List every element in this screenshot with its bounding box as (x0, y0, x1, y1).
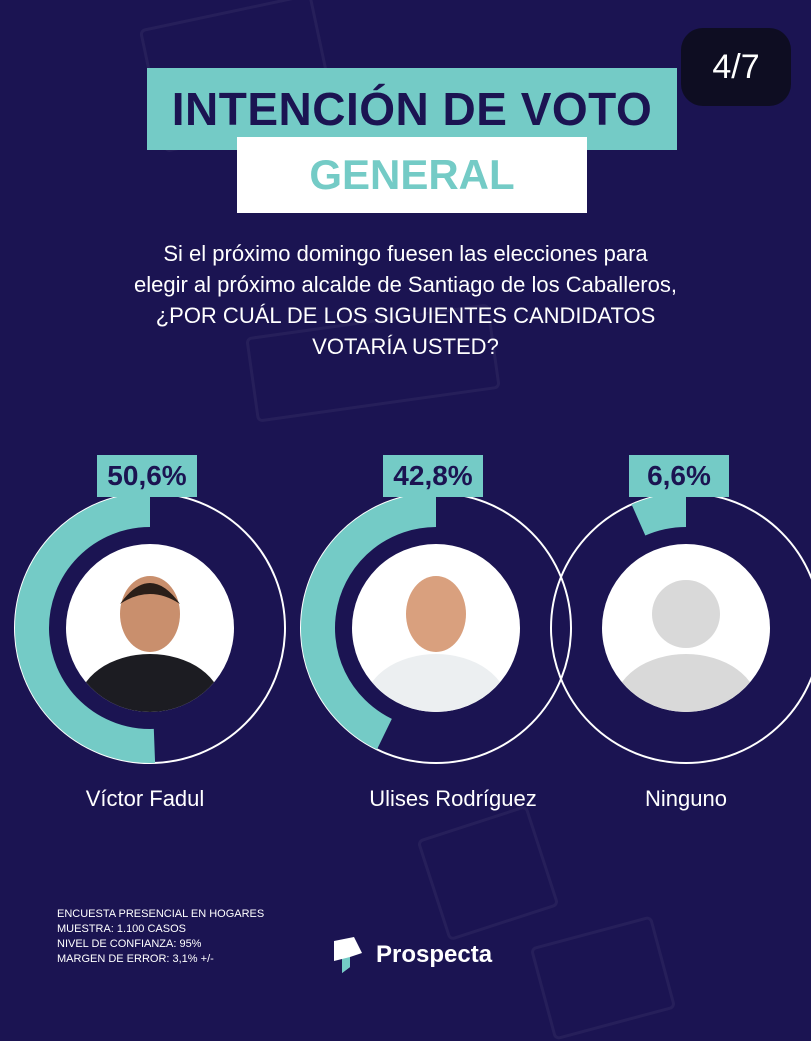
chart-title: INTENCIÓN DE VOTO (171, 83, 653, 135)
category-label-ulises-rodriguez: Ulises Rodríguez (369, 786, 537, 811)
footnote-line: NIVEL DE CONFIANZA: 95% (57, 938, 202, 950)
footnote-line: MUESTRA: 1.100 CASOS (57, 923, 186, 935)
page-indicator-text: 4/7 (712, 47, 760, 86)
person-placeholder-icon (614, 580, 758, 712)
survey-methodology: ENCUESTA PRESENCIAL EN HOGARES MUESTRA: … (57, 907, 264, 967)
candidate-photo-victor-fadul (78, 576, 222, 712)
page-indicator: 4/7 (681, 28, 791, 106)
question-line: VOTARÍA USTED? (312, 334, 499, 359)
question-line: Si el próximo domingo fuesen las eleccio… (163, 241, 648, 266)
value-label-ninguno: 6,6% (629, 455, 729, 497)
brand-name: Prospecta (376, 941, 493, 968)
footnote-line: ENCUESTA PRESENCIAL EN HOGARES (57, 908, 265, 920)
chart-subtitle: GENERAL (309, 151, 515, 198)
footnote-line: MARGEN DE ERROR: 3,1% +/- (57, 953, 214, 965)
category-label-victor-fadul: Víctor Fadul (85, 786, 205, 811)
category-label-ninguno: Ninguno (645, 786, 727, 811)
title-banner: INTENCIÓN DE VOTO (147, 68, 677, 150)
brand-logo: Prospecta (328, 935, 492, 975)
survey-question: Si el próximo domingo fuesen las eleccio… (60, 238, 751, 362)
question-line: ¿POR CUÁL DE LOS SIGUIENTES CANDIDATOS (155, 303, 656, 328)
ring-arc-ninguno (631, 493, 687, 536)
prospecta-logo-icon (334, 937, 362, 973)
ring-arc-ulises-rodriguez (301, 493, 437, 750)
candidate-photo-ulises-rodriguez (364, 576, 508, 712)
question-line: elegir al próximo alcalde de Santiago de… (134, 272, 677, 297)
ring-arc-victor-fadul (15, 493, 156, 763)
subtitle-banner: GENERAL (237, 137, 587, 213)
value-label-victor-fadul: 50,6% (97, 455, 197, 497)
value-label-ulises-rodriguez: 42,8% (383, 455, 483, 497)
